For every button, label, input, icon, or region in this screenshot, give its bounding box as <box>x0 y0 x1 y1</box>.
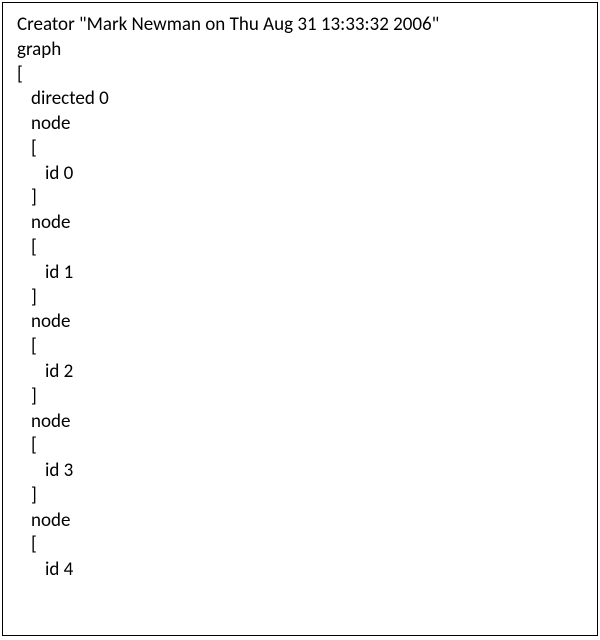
code-line: [ <box>17 335 583 360</box>
code-line: node <box>17 112 583 137</box>
code-line: node <box>17 509 583 534</box>
code-line: directed 0 <box>17 87 583 112</box>
code-line: ] <box>17 186 583 211</box>
code-line: [ <box>17 434 583 459</box>
code-line: id 3 <box>17 459 583 484</box>
code-line: [ <box>17 236 583 261</box>
code-line: ] <box>17 286 583 311</box>
code-line: id 1 <box>17 261 583 286</box>
code-line: [ <box>17 533 583 558</box>
code-block: Creator "Mark Newman on Thu Aug 31 13:33… <box>2 2 598 636</box>
code-line: [ <box>17 63 583 88</box>
code-line: graph <box>17 38 583 63</box>
code-line: node <box>17 211 583 236</box>
code-line: ] <box>17 484 583 509</box>
code-line: id 0 <box>17 162 583 187</box>
code-line: id 4 <box>17 558 583 583</box>
code-line: [ <box>17 137 583 162</box>
code-line: node <box>17 410 583 435</box>
code-line: node <box>17 310 583 335</box>
code-line: Creator "Mark Newman on Thu Aug 31 13:33… <box>17 13 583 38</box>
code-line: ] <box>17 385 583 410</box>
code-line: id 2 <box>17 360 583 385</box>
